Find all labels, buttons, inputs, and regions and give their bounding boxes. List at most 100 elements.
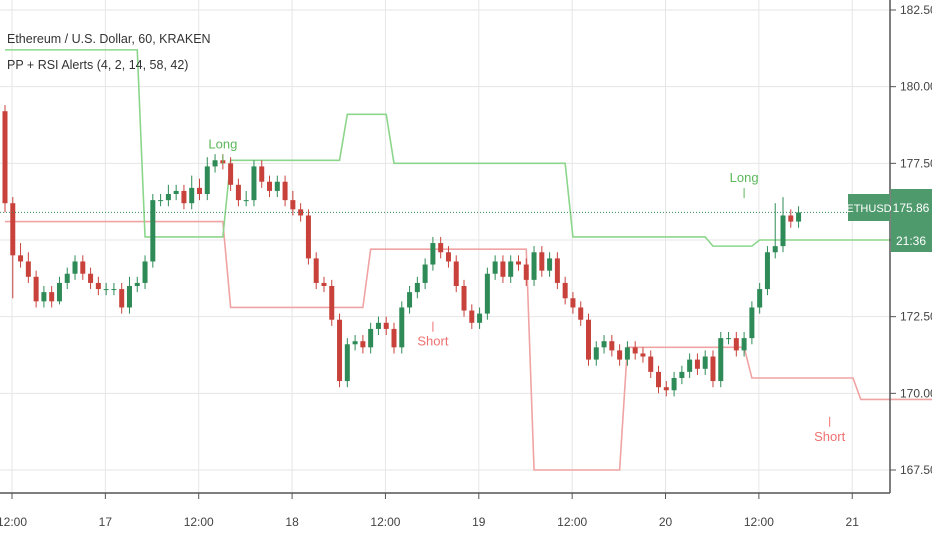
candle-body	[88, 273, 94, 283]
candle-body	[445, 252, 451, 262]
candle-body	[165, 194, 171, 201]
price-tick-label: 177.50	[900, 156, 932, 170]
candle-body	[72, 261, 78, 274]
candle-body	[212, 160, 218, 167]
candle-body	[33, 276, 39, 302]
candle-body	[49, 292, 55, 302]
candle-body	[95, 282, 101, 290]
candle-body	[679, 371, 685, 378]
candle-body	[10, 203, 16, 256]
time-tick-label: 12:00	[744, 515, 774, 529]
candle-body	[259, 166, 265, 182]
candle-body	[702, 356, 708, 369]
candle-body	[282, 181, 288, 201]
candle-body	[290, 200, 296, 210]
candle-body	[375, 322, 381, 329]
plot-area[interactable]	[0, 0, 890, 493]
candle-body	[788, 215, 794, 222]
candle-body	[360, 341, 366, 348]
candles	[2, 105, 802, 397]
candle-body	[2, 111, 8, 204]
candle-body	[718, 338, 724, 382]
candle-body	[80, 261, 86, 274]
candle-body	[158, 200, 164, 202]
candle-body	[103, 289, 109, 291]
price-tick-label: 180.00	[900, 80, 932, 94]
candle-body	[578, 307, 584, 320]
candle-body	[173, 190, 179, 194]
candle-body	[624, 347, 630, 360]
candle-body	[663, 387, 669, 391]
badge-symbol-bg	[848, 194, 890, 221]
candle-body	[749, 307, 755, 339]
candle-body	[640, 353, 646, 357]
candle-body	[492, 261, 498, 274]
candle-body	[461, 286, 467, 311]
time-tick-label: 21	[846, 515, 860, 529]
candle-body	[119, 289, 125, 308]
candle-body	[671, 378, 677, 391]
grid-lines	[0, 0, 890, 493]
candle-body	[235, 184, 241, 201]
candle-body	[189, 187, 195, 204]
candle-body	[562, 282, 568, 299]
candle-body	[741, 338, 747, 351]
candle-body	[305, 215, 311, 259]
candle-body	[204, 166, 210, 194]
long-signal-label: Long	[730, 170, 759, 185]
candle-body	[757, 289, 763, 308]
candle-body	[523, 264, 529, 280]
time-tick-label: 12:00	[370, 515, 400, 529]
candle-body	[586, 319, 591, 360]
candle-body	[796, 212, 802, 222]
candle-body	[321, 282, 327, 286]
short-signal-label: Short	[417, 334, 448, 349]
candle-body	[547, 258, 553, 271]
badge-price-bg	[891, 189, 932, 252]
candle-body	[337, 319, 343, 382]
candle-body	[391, 328, 397, 348]
time-scale-ticks: 12:00 17 12:00 18 12:00 19 12:00 20 12:00 21	[0, 493, 859, 529]
candle-body	[344, 344, 350, 382]
candle-body	[414, 282, 420, 293]
candle-body	[484, 273, 490, 314]
price-tick-label: 182.50	[900, 3, 932, 17]
price-badge: ETHUSD 175.86 21:36	[846, 189, 932, 252]
resistance-line	[5, 220, 932, 471]
price-tick-label: 170.00	[900, 386, 932, 400]
candle-body	[780, 215, 786, 247]
candle-body	[111, 289, 117, 291]
candle-body	[407, 292, 413, 308]
candle-body	[422, 264, 428, 283]
candle-body	[710, 356, 716, 382]
time-tick-label: 12:00	[557, 515, 587, 529]
candle-body	[126, 286, 132, 308]
short-signal-label: Short	[814, 429, 845, 444]
badge-countdown: 21:36	[896, 234, 926, 248]
candle-body	[617, 350, 623, 360]
candle-body	[18, 255, 24, 262]
candle-body	[267, 181, 273, 191]
candle-body	[515, 261, 521, 265]
candle-body	[430, 243, 436, 265]
support-line	[5, 49, 932, 247]
candle-body	[142, 261, 148, 283]
candle-body	[399, 307, 405, 348]
candle-body	[41, 292, 47, 302]
candle-body	[733, 338, 739, 351]
candle-body	[251, 166, 257, 201]
time-tick-label: 20	[659, 515, 673, 529]
badge-price: 175.86	[893, 201, 930, 215]
candle-body	[438, 243, 444, 253]
badge-symbol: ETHUSD	[846, 203, 891, 215]
candle-body	[764, 252, 770, 290]
symbol-title: Ethereum / U.S. Dollar, 60, KRAKEN	[7, 32, 211, 46]
candle-body	[477, 313, 483, 323]
candle-body	[368, 328, 374, 348]
time-tick-label: 12:00	[184, 515, 214, 529]
candle-body	[632, 347, 638, 354]
long-signal-label: Long	[208, 136, 237, 151]
candle-body	[570, 298, 576, 308]
candle-body	[383, 322, 389, 329]
